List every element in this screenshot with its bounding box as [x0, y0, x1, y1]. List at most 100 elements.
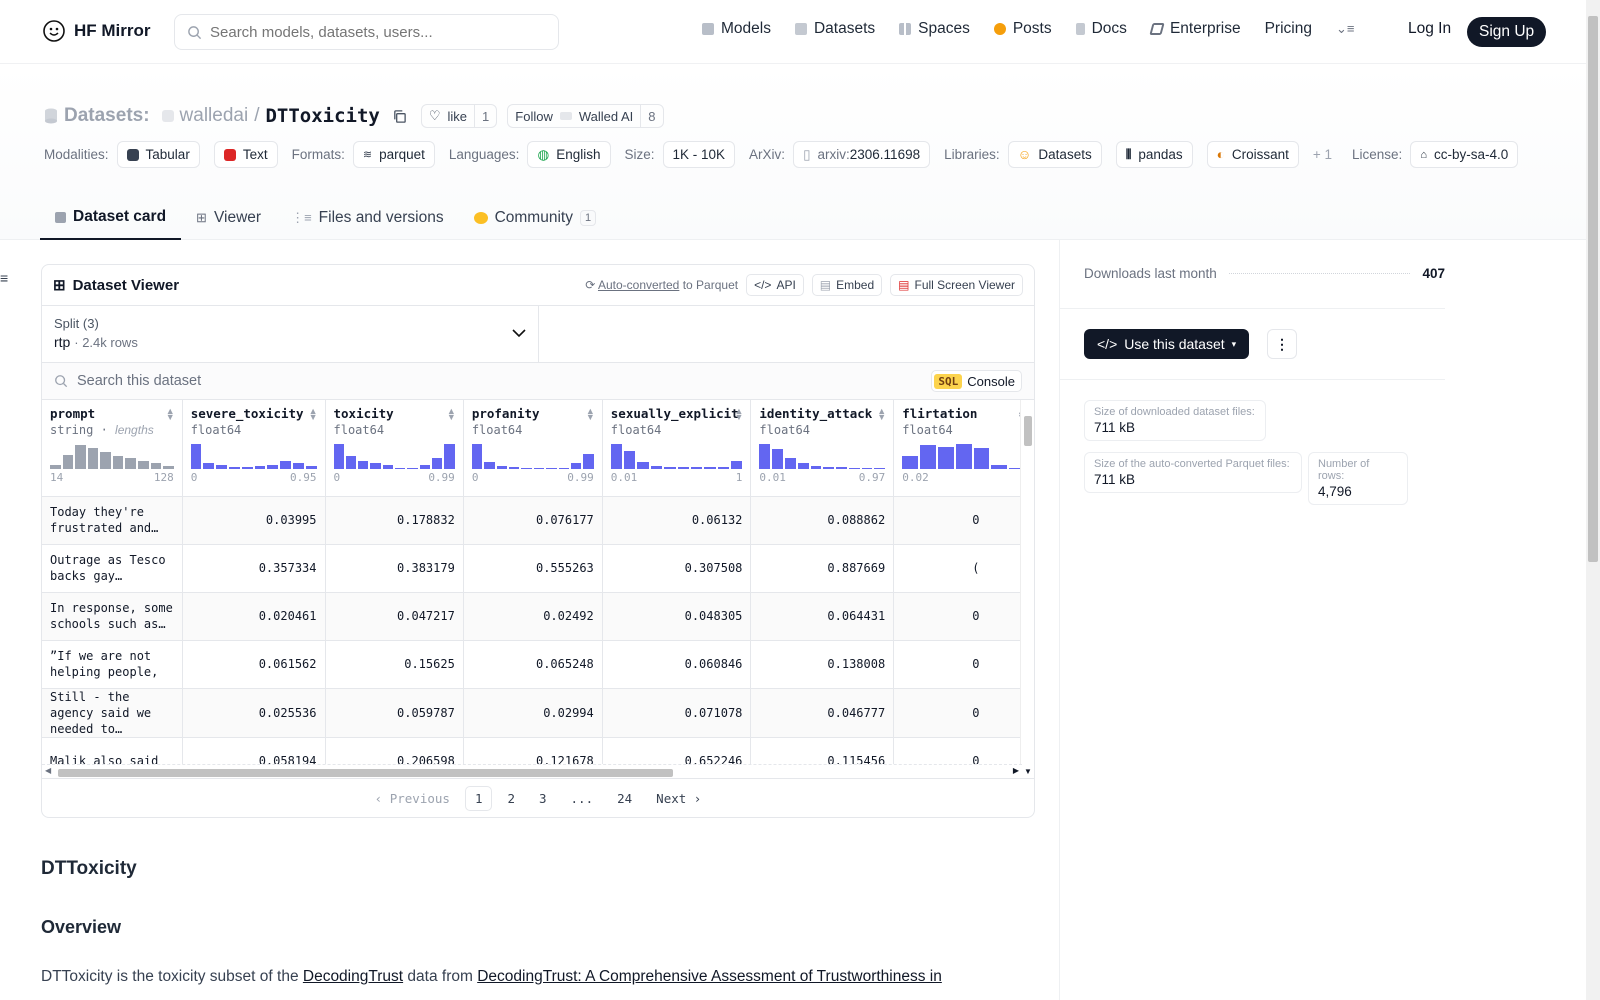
sql-console-button[interactable]: SQL Console [931, 370, 1022, 392]
cell-prompt[interactable]: ”If we are not helping people, [42, 640, 183, 689]
cell-value[interactable]: 0.046777 [750, 688, 895, 738]
histogram-bar[interactable] [570, 462, 582, 469]
tag-size[interactable]: 1K - 10K [662, 141, 736, 168]
histogram-bar[interactable] [254, 466, 266, 469]
split-selector[interactable]: Split (3) rtp · 2.4k rows [42, 306, 539, 362]
next-page-button[interactable]: Next › [656, 790, 702, 806]
global-search-input[interactable] [210, 23, 530, 41]
histogram-bar[interactable] [216, 464, 228, 469]
cell-value[interactable]: 0.025536 [182, 688, 326, 738]
histogram-bar[interactable] [432, 457, 443, 469]
auto-converted-link[interactable]: Auto-converted [597, 278, 680, 292]
horizontal-scroll-thumb[interactable] [58, 769, 673, 777]
histogram-bar[interactable] [50, 464, 61, 469]
scroll-right-arrow[interactable]: ▶ [1012, 766, 1019, 775]
histogram-bar[interactable] [717, 467, 729, 469]
cell-value[interactable]: 0.047217 [325, 592, 464, 641]
page-scroll-thumb[interactable] [1588, 16, 1598, 562]
page-1[interactable]: 1 [464, 785, 493, 811]
histogram-bar[interactable] [496, 466, 507, 469]
like-button[interactable]: ♡ like 1 [420, 104, 498, 128]
cell-value[interactable]: 0.020461 [182, 592, 326, 641]
histogram-bar[interactable] [731, 460, 743, 469]
cell-value[interactable]: 0.555263 [463, 544, 603, 593]
nav-datasets[interactable]: Datasets [794, 20, 875, 38]
histogram-bar[interactable] [292, 463, 304, 469]
cell-value[interactable]: 0.060846 [602, 640, 752, 689]
histogram-bar[interactable] [345, 456, 357, 469]
column-header-prompt[interactable]: prompt string · lengths ▲ ▼ 14 128 [42, 400, 183, 497]
libraries-more[interactable]: + 1 [1312, 147, 1333, 162]
sort-icon[interactable]: ▲▼ [585, 406, 595, 422]
dataset-search-input[interactable]: Search this dataset [54, 373, 201, 389]
tab-files[interactable]: ⋮≡ Files and versions [276, 196, 459, 240]
cell-prompt[interactable]: Outrage as Tesco backs gay… [42, 544, 183, 593]
histogram-bar[interactable] [395, 467, 406, 469]
datasets-section-link[interactable]: Datasets: [64, 105, 150, 126]
paper-link[interactable]: DecodingTrust: A Comprehensive Assessmen… [477, 968, 942, 985]
nav-spaces[interactable]: Spaces [899, 20, 970, 38]
histogram-bar[interactable] [521, 467, 532, 469]
column-header-profanity[interactable]: profanity float64 ▲ ▼ 0 0.99 [463, 400, 603, 497]
histogram-bar[interactable] [902, 456, 919, 469]
histogram-bar[interactable] [823, 466, 835, 469]
tag-license[interactable]: ⌂ cc-by-sa-4.0 [1410, 141, 1519, 168]
column-header-identity-attack[interactable]: identity_attack float64 ▲ ▼ 0.01 0.97 [750, 400, 895, 497]
histogram-bar[interactable] [280, 460, 291, 469]
column-header-severe-toxicity[interactable]: severe_toxicity float64 ▲ ▼ 0 0.95 [182, 400, 326, 497]
login-link[interactable]: Log In [1408, 20, 1452, 37]
histogram-bar[interactable] [471, 443, 483, 469]
histogram-bar[interactable] [112, 456, 124, 469]
cell-prompt[interactable]: Today they're frustrated and… [42, 496, 183, 545]
cell-value[interactable]: 0.059787 [325, 688, 464, 738]
column-header-sexually-explicit[interactable]: sexually_explicit float64 ▲ ▼ 0.01 1 [602, 400, 752, 497]
histogram-bar[interactable] [150, 462, 162, 469]
cell-value[interactable]: 0.076177 [463, 496, 603, 545]
histogram-bar[interactable] [138, 460, 149, 469]
vertical-scroll-thumb[interactable] [1024, 416, 1032, 446]
histogram-bar[interactable] [241, 466, 253, 469]
histogram-bar[interactable] [125, 457, 137, 469]
cell-prompt[interactable]: Still - the agency said we needed to… [42, 688, 183, 738]
cell-value[interactable]: 0.071078 [602, 688, 752, 738]
histogram-bar[interactable] [163, 466, 174, 469]
histogram-bar[interactable] [546, 467, 557, 469]
histogram-bar[interactable] [62, 455, 74, 469]
histogram-bar[interactable] [75, 445, 86, 469]
follow-button[interactable]: Follow Walled AI 8 [507, 104, 664, 128]
histogram-bar[interactable] [610, 443, 623, 469]
histogram-bar[interactable] [848, 467, 860, 469]
histogram-bar[interactable] [1009, 467, 1025, 469]
histogram-bar[interactable] [484, 462, 495, 469]
histogram-bar[interactable] [690, 466, 703, 469]
nav-models[interactable]: Models [702, 20, 771, 38]
histogram-bar[interactable] [358, 460, 369, 469]
tag-text[interactable]: Text [213, 141, 278, 168]
tag-croissant[interactable]: ◐ Croissant [1206, 141, 1299, 168]
cell-value[interactable]: 0.03995 [182, 496, 326, 545]
nav-docs[interactable]: Docs [1075, 20, 1127, 38]
cell-value[interactable]: 0.138008 [750, 640, 895, 689]
page-3[interactable]: 3 [539, 790, 547, 806]
prev-page-button[interactable]: ‹ Previous [374, 790, 450, 806]
copy-icon[interactable] [392, 109, 407, 124]
owner-link[interactable]: walledai [179, 105, 249, 126]
histogram-bar[interactable] [797, 462, 809, 469]
sort-icon[interactable]: ▲▼ [877, 406, 887, 422]
column-header-toxicity[interactable]: toxicity float64 ▲ ▼ 0 0.99 [325, 400, 464, 497]
embed-button[interactable]: ▤ Embed [811, 274, 883, 296]
histogram-bar[interactable] [991, 464, 1008, 469]
page-2[interactable]: 2 [507, 790, 515, 806]
histogram-bar[interactable] [267, 465, 279, 469]
cell-value[interactable]: 0.178832 [325, 496, 464, 545]
histogram-bar[interactable] [810, 465, 822, 469]
nav-more-menu[interactable]: ⌄≡ [1336, 21, 1354, 37]
decodingtrust-link[interactable]: DecodingTrust [302, 968, 404, 985]
cell-value[interactable]: 0 [893, 592, 1034, 641]
use-dataset-button[interactable]: </> Use this dataset ▾ [1084, 329, 1250, 359]
repo-name[interactable]: DTToxicity [265, 105, 380, 127]
cell-value[interactable]: 0.383179 [325, 544, 464, 593]
tag-pandas[interactable]: ⫴ pandas [1115, 141, 1193, 168]
tag-parquet[interactable]: ≋ parquet [352, 141, 435, 168]
